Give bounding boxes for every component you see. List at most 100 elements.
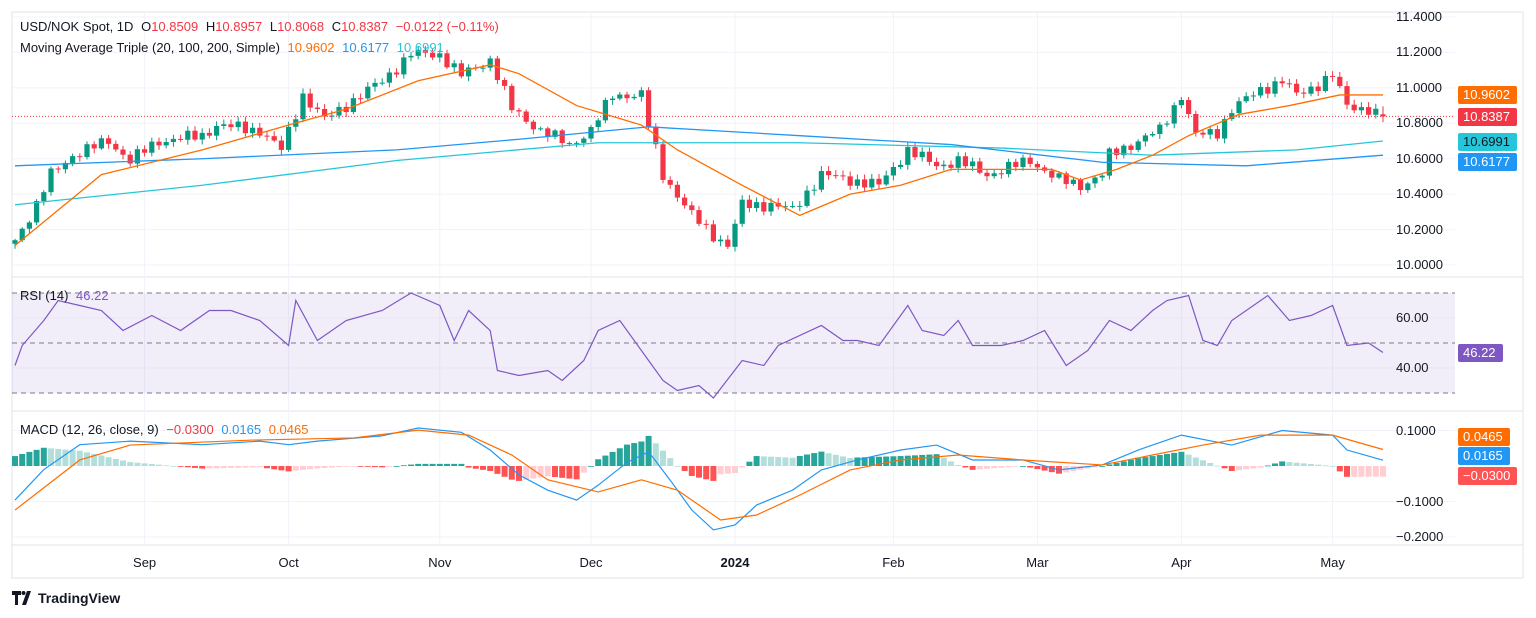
candle-up [919, 151, 925, 158]
macd-histogram-bar [840, 456, 846, 466]
macd-histogram-bar [588, 465, 594, 467]
macd-histogram-bar [55, 448, 62, 466]
ma200-value: 10.6991 [396, 40, 444, 55]
candle-down [689, 205, 695, 211]
macd-title[interactable]: MACD (12, 26, close, 9) [20, 422, 159, 437]
candle-up [790, 206, 796, 208]
macd-histogram-bar [688, 466, 695, 476]
macd-histogram-bar [544, 466, 551, 477]
candle-down [559, 130, 565, 144]
candle-up [415, 49, 421, 56]
macd-histogram-bar [127, 462, 134, 466]
candle-down [142, 149, 148, 153]
rsi-value: 46.22 [76, 288, 109, 303]
candle-up [1222, 119, 1228, 139]
macd-histogram-bar [1012, 466, 1019, 467]
macd-histogram-bar [1257, 466, 1264, 468]
candle-down [206, 132, 212, 136]
candle-down [1286, 83, 1292, 85]
macd-histogram-bar [674, 466, 681, 467]
macd-histogram-bar [400, 465, 407, 467]
candle-up [214, 125, 220, 136]
macd-histogram-bar [501, 466, 508, 477]
macd-signal-value: 0.0465 [268, 422, 309, 437]
chart-frame [11, 11, 1524, 579]
candle-up [768, 202, 774, 212]
macd-histogram-bar [1329, 466, 1336, 467]
macd-histogram-bar [638, 441, 645, 466]
macd-histogram-bar [667, 458, 674, 466]
macd-histogram-bar [285, 466, 292, 472]
tradingview-logo[interactable]: TradingView [12, 590, 120, 606]
candle-up [26, 222, 32, 229]
macd-histogram-bar [609, 451, 616, 466]
candle-down [1366, 107, 1372, 115]
histogram-value-tag: −0.0300 [1458, 467, 1518, 485]
open-value: 10.8509 [151, 19, 199, 34]
candle-down [725, 239, 731, 247]
candle-down [926, 151, 932, 162]
candle-up [890, 167, 896, 176]
close-label: C [331, 19, 342, 34]
symbol-title[interactable]: USD/NOK Spot, 1D [20, 19, 134, 34]
macd-histogram-bar [148, 464, 155, 466]
macd-histogram-bar [976, 466, 983, 470]
rsi-title[interactable]: RSI (14) [20, 288, 69, 303]
candle-down [516, 110, 522, 112]
macd-histogram-bar [343, 466, 350, 467]
macd-histogram-bar [760, 456, 767, 466]
macd-histogram-bar [1344, 466, 1350, 477]
candle-up [1056, 173, 1062, 178]
ma-title[interactable]: Moving Average Triple (20, 100, 200, Sim… [20, 40, 280, 55]
candle-up [991, 173, 997, 177]
candle-up [638, 90, 644, 97]
candle-up [905, 147, 911, 165]
candle-up [1250, 95, 1256, 97]
macd-histogram-bar [1336, 466, 1343, 472]
candle-up [466, 67, 472, 77]
macd-histogram-bar [336, 466, 342, 468]
macd-histogram-bar [1365, 466, 1372, 477]
candle-up [1171, 105, 1177, 124]
candle-up [62, 162, 68, 170]
macd-histogram-bar [170, 465, 177, 467]
macd-histogram-bar [76, 450, 83, 466]
macd-histogram-bar [1113, 462, 1120, 466]
macd-histogram-bar [408, 464, 414, 466]
macd-histogram-bar [91, 453, 98, 466]
candle-up [1020, 157, 1026, 167]
candle-up [250, 127, 256, 134]
price-axis-tick: 10.2000 [1396, 221, 1443, 237]
price-axis-tick: 10.6000 [1396, 150, 1443, 166]
candle-down [646, 90, 652, 127]
candle-down [278, 140, 284, 150]
price-axis-tick: 10.4000 [1396, 186, 1443, 202]
price-axis-tick: 11.2000 [1396, 44, 1443, 60]
candle-up [797, 205, 803, 207]
candle-up [70, 156, 76, 163]
macd-histogram-bar [962, 466, 969, 468]
macd-histogram-bar [48, 448, 54, 466]
candle-up [134, 149, 140, 164]
macd-histogram-bar [652, 443, 659, 466]
macd-histogram-bar [832, 454, 839, 466]
brand-name: TradingView [38, 590, 121, 606]
macd-histogram-bar [1200, 460, 1206, 466]
candle-down [322, 108, 328, 117]
candle-up [732, 223, 738, 247]
macd-histogram-bar [782, 457, 789, 466]
macd-histogram-bar [537, 466, 544, 478]
candle-up [1236, 101, 1242, 114]
ma200-price-tag: 10.6991 [1458, 133, 1517, 151]
macd-histogram-bar [566, 466, 573, 479]
macd-histogram-bar [1279, 461, 1286, 466]
candle-down [962, 156, 968, 167]
candle-down [192, 130, 198, 140]
candle-up [566, 143, 572, 145]
candle-down [1063, 173, 1069, 184]
macd-axis-tick: 0.1000 [1396, 422, 1436, 438]
macd-histogram-bar [775, 457, 782, 466]
macd-histogram-bar [1214, 465, 1221, 467]
candle-up [1322, 75, 1328, 92]
